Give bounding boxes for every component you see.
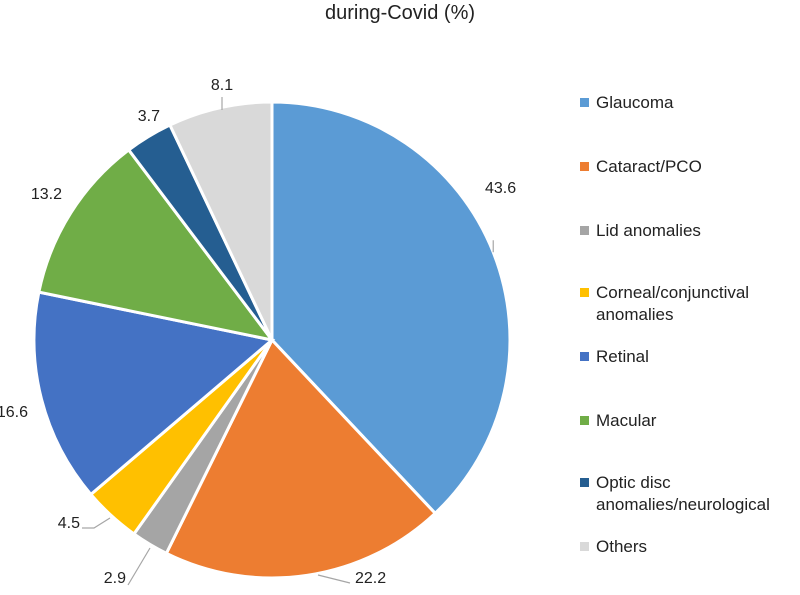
- pie-slice-others: [167, 100, 274, 341]
- leader-line-corneal-conjunctival-anomalies: [82, 517, 111, 529]
- pie-slices: [32, 100, 512, 580]
- legend-item-others: Others: [580, 536, 800, 558]
- legend-swatch: [580, 162, 589, 171]
- pie-slice-cataract-pco: [164, 337, 438, 580]
- legend-label: Corneal/conjunctival anomalies: [596, 283, 750, 324]
- data-label-optic-disc-anomalies-neurological: 3.7: [138, 108, 160, 125]
- data-labels: 43.6 22.2 2.9 4.5 16.6 13.2 3.7 8.1: [0, 77, 516, 587]
- data-label-retinal: 16.6: [0, 404, 28, 421]
- legend-label: Lid anomalies: [596, 221, 701, 240]
- pie-slice-macular: [37, 147, 276, 343]
- data-label-macular: 13.2: [31, 186, 62, 203]
- data-label-others: 8.1: [211, 77, 233, 94]
- legend-swatch: [580, 478, 589, 487]
- legend-label: Macular: [596, 411, 657, 430]
- legend-label: Optic disc anomalies/neurological: [596, 473, 770, 514]
- legend-item-optic-disc-anomalies-neurological: Optic disc anomalies/neurological: [580, 472, 800, 516]
- chart-title: during-Covid (%): [324, 2, 476, 24]
- legend-swatch: [580, 542, 589, 551]
- legend-item-cataract-pco: Cataract/PCO: [580, 156, 800, 178]
- legend-item-retinal: Retinal: [580, 346, 800, 368]
- legend-label: Others: [596, 537, 648, 556]
- legend-label: Cataract/PCO: [596, 157, 702, 176]
- legend-swatch: [580, 352, 589, 361]
- data-label-glaucoma: 43.6: [485, 180, 516, 197]
- pie-slice-retinal: [32, 290, 276, 497]
- leader-line-cataract-pco: [317, 574, 351, 584]
- leader-line-lid-anomalies: [127, 547, 151, 586]
- legend-swatch: [580, 416, 589, 425]
- pie-slice-glaucoma: [270, 100, 512, 516]
- legend-label: Retinal: [596, 347, 649, 366]
- data-label-cataract-pco: 22.2: [355, 570, 386, 587]
- data-label-lid-anomalies: 2.9: [104, 570, 126, 587]
- legend-swatch: [580, 288, 589, 297]
- legend-swatch: [580, 98, 589, 107]
- data-label-corneal-conjunctival-anomalies: 4.5: [58, 515, 80, 532]
- legend-label: Glaucoma: [596, 93, 674, 112]
- legend-item-lid-anomalies: Lid anomalies: [580, 220, 800, 242]
- legend-item-glaucoma: Glaucoma: [580, 92, 800, 114]
- legend-item-corneal-conjunctival-anomalies: Corneal/conjunctival anomalies: [580, 282, 800, 326]
- legend-swatch: [580, 226, 589, 235]
- legend-item-macular: Macular: [580, 410, 800, 432]
- leader-lines: [82, 97, 494, 586]
